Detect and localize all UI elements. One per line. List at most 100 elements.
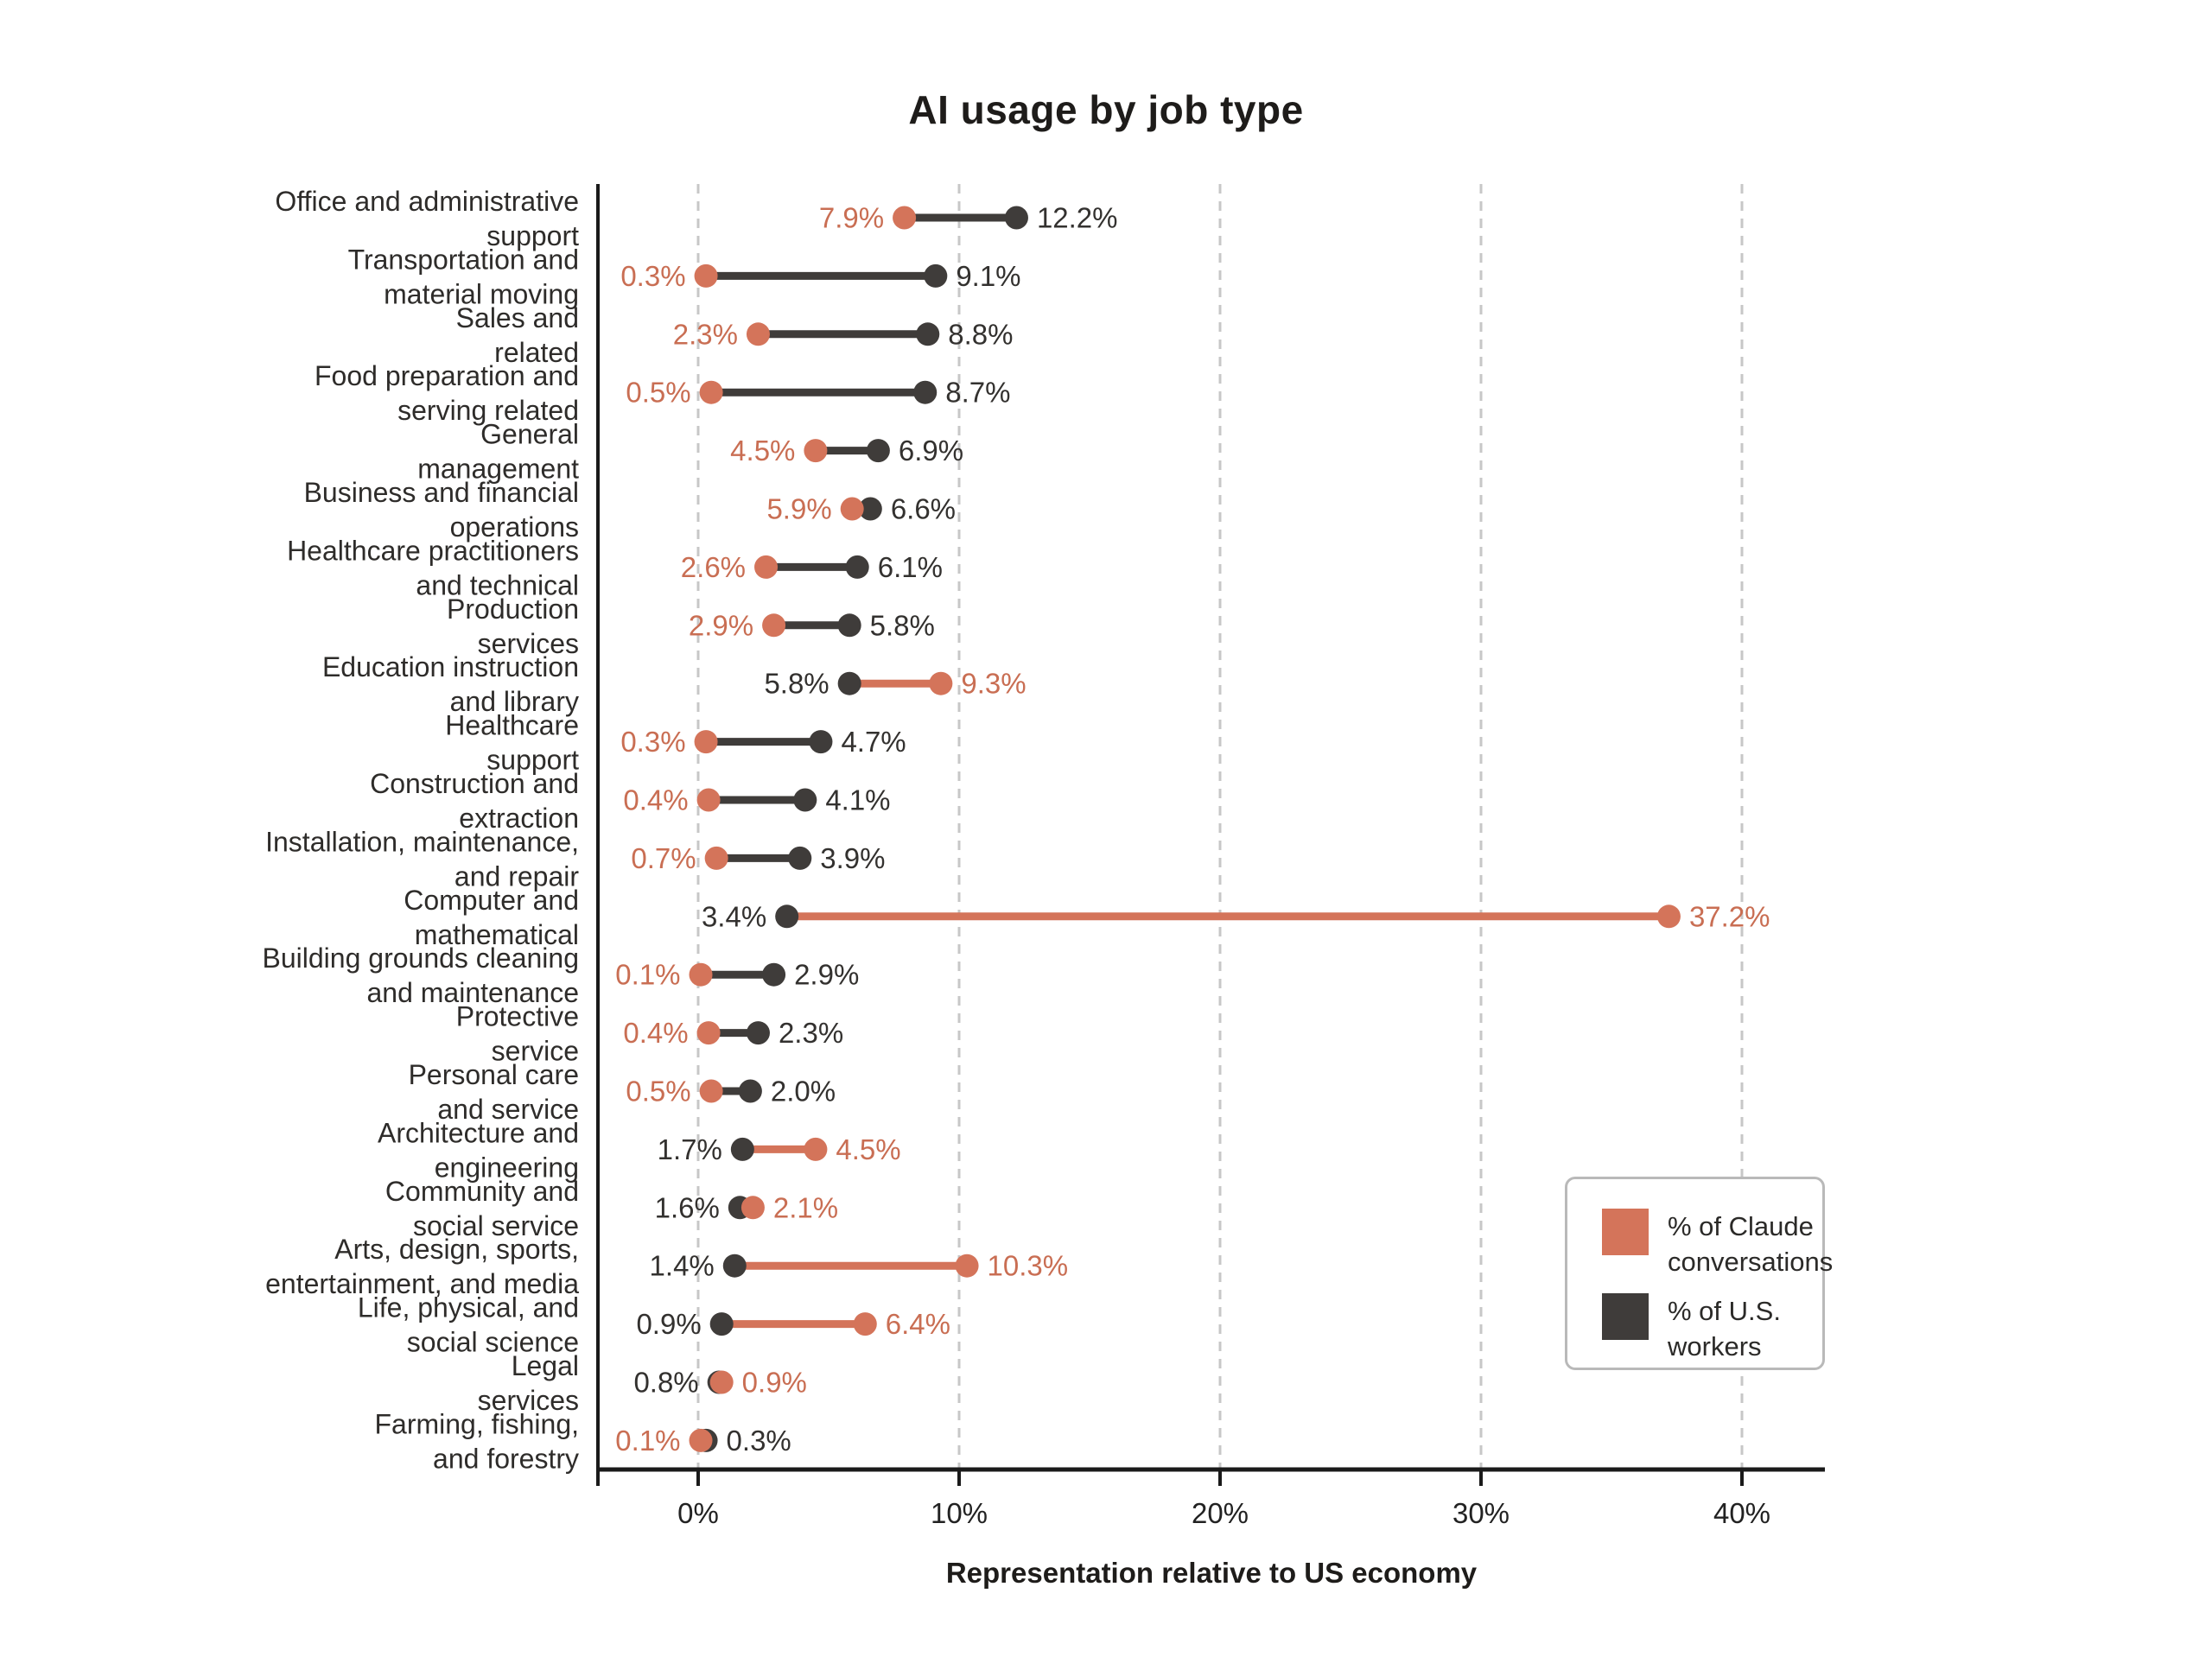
chart-row: Farming, fishing, and forestry 0.1% 0.3% (374, 1408, 791, 1474)
claude-dot (689, 962, 713, 987)
row-label: Computer and mathematical (404, 885, 579, 950)
row-label: Arts, design, sports, entertainment, and … (265, 1234, 579, 1299)
workers-dot (738, 1079, 762, 1103)
x-tick-label: 40% (1713, 1497, 1770, 1529)
workers-value-label: 1.4% (650, 1250, 715, 1282)
claude-dot (689, 1428, 713, 1452)
legend-item-claude: % of Claude conversations (1602, 1209, 1834, 1279)
row-label: Production services (447, 593, 579, 659)
workers-dot (746, 1021, 770, 1045)
workers-dot (722, 1254, 747, 1278)
row-label: Farming, fishing, and forestry (374, 1408, 579, 1474)
claude-dot (709, 1370, 734, 1394)
chart-row: Production services 2.9% 5.8% (447, 593, 935, 659)
workers-dot (858, 497, 882, 521)
workers-value-label: 2.0% (771, 1076, 836, 1108)
workers-dot (709, 1312, 734, 1336)
workers-dot (809, 730, 833, 754)
x-axis-title: Representation relative to US economy (945, 1557, 1478, 1589)
claude-dot (694, 263, 718, 288)
chart-row: Construction and extraction 0.4% 4.1% (370, 768, 890, 834)
claude-value-label: 5.9% (766, 493, 831, 525)
workers-dot (837, 671, 861, 695)
claude-value-label: 0.7% (631, 842, 696, 874)
chart-row: Building grounds cleaning and maintenance… (263, 943, 860, 1008)
row-label: Protective service (456, 1001, 579, 1067)
workers-dot (730, 1137, 754, 1161)
workers-value-label: 0.8% (633, 1367, 698, 1399)
row-label: Office and administrative support (275, 186, 579, 251)
row-label: Installation, maintenance, and repair (265, 826, 579, 892)
chart-row: Community and social service 2.1% 1.6% (385, 1176, 838, 1241)
row-label: Building grounds cleaning and maintenance (263, 943, 579, 1008)
claude-value-label: 2.1% (773, 1191, 838, 1223)
legend-label-claude: % of Claude conversations (1668, 1211, 1834, 1277)
chart-row: Legal services 0.9% 0.8% (478, 1350, 807, 1416)
claude-dot (1656, 904, 1681, 929)
workers-value-label: 8.8% (948, 318, 1013, 350)
claude-value-label: 0.4% (623, 784, 688, 816)
claude-dot (699, 380, 723, 404)
claude-value-label: 2.9% (689, 609, 753, 641)
workers-dot (788, 846, 812, 870)
workers-dot (762, 962, 786, 987)
claude-dot (804, 439, 828, 463)
claude-value-label: 0.3% (620, 260, 685, 292)
workers-value-label: 8.7% (945, 377, 1010, 409)
x-tick-label: 30% (1452, 1497, 1510, 1529)
row-label: Community and social service (385, 1176, 579, 1241)
legend: % of Claude conversations % of U.S. work… (1565, 1177, 1834, 1370)
row-label: Food preparation and serving related (315, 360, 579, 426)
claude-value-label: 0.9% (742, 1367, 807, 1399)
row-label: Education instruction and library (322, 651, 579, 717)
claude-value-label: 7.9% (819, 202, 884, 234)
workers-value-label: 6.1% (878, 551, 943, 583)
x-tick-label: 0% (677, 1497, 719, 1529)
row-label: Transportation and material moving (348, 244, 579, 309)
chart-row: Computer and mathematical 37.2% 3.4% (404, 885, 1770, 950)
workers-value-label: 9.1% (956, 260, 1020, 292)
row-label: Life, physical, and social science (358, 1292, 579, 1358)
workers-value-label: 0.9% (636, 1308, 701, 1340)
workers-value-label: 3.4% (702, 900, 766, 932)
chart-row: Protective service 0.4% 2.3% (456, 1001, 843, 1067)
chart-row: Education instruction and library 9.3% 5.8% (322, 651, 1027, 717)
workers-dot (916, 322, 940, 346)
chart-row: Transportation and material moving 0.3% 9.1… (348, 244, 1021, 309)
claude-dot (804, 1137, 828, 1161)
workers-value-label: 12.2% (1037, 202, 1118, 234)
workers-dot (845, 555, 869, 579)
claude-value-label: 2.3% (673, 318, 738, 350)
row-label: Architecture and engineering (378, 1117, 579, 1183)
row-label: General management (417, 419, 579, 485)
workers-value-label: 1.6% (655, 1191, 720, 1223)
workers-value-label: 3.9% (820, 842, 885, 874)
chart-title: AI usage by job type (908, 87, 1304, 132)
workers-value-label: 5.8% (764, 668, 829, 700)
chart-row: Business and financial operations 5.9% 6.6% (304, 477, 956, 543)
claude-value-label: 0.5% (626, 1076, 690, 1108)
chart-row: Healthcare support 0.3% 4.7% (445, 710, 906, 776)
legend-item-workers: % of U.S. workers (1602, 1293, 1822, 1364)
claude-dot (853, 1312, 877, 1336)
workers-value-label: 6.9% (899, 435, 963, 467)
workers-value-label: 1.7% (658, 1133, 722, 1165)
claude-value-label: 0.1% (615, 959, 680, 991)
row-label: Business and financial operations (304, 477, 579, 543)
claude-dot (840, 497, 864, 521)
row-label: Sales and related (456, 302, 579, 368)
claude-dot (694, 730, 718, 754)
workers-dot (866, 439, 890, 463)
claude-dot (696, 1021, 721, 1045)
claude-dot (929, 671, 953, 695)
row-label: Personal care and service (409, 1059, 579, 1125)
row-label: Legal services (478, 1350, 579, 1416)
claude-dot (696, 788, 721, 812)
claude-dot (704, 846, 728, 870)
x-tick-label: 20% (1192, 1497, 1249, 1529)
workers-value-label: 4.1% (825, 784, 890, 816)
workers-swatch (1602, 1293, 1649, 1340)
claude-value-label: 0.1% (615, 1425, 680, 1457)
